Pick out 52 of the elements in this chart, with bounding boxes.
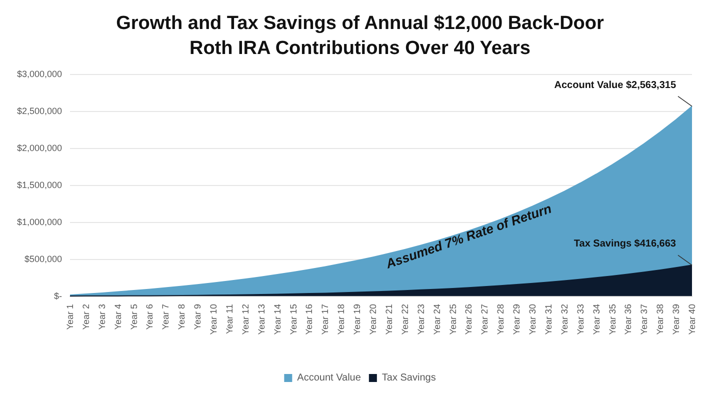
x-tick-label: Year 10 <box>208 304 219 335</box>
annotation: Account Value $2,563,315 <box>554 80 676 91</box>
x-tick-label: Year 22 <box>400 304 410 335</box>
x-tick-label: Year 20 <box>368 304 378 335</box>
y-tick-label: $- <box>54 291 62 301</box>
x-tick-label: Year 30 <box>528 304 538 335</box>
y-tick-label: $1,000,000 <box>16 217 62 227</box>
x-tick-label: Year 1 <box>65 304 75 330</box>
x-tick-label: Year 34 <box>591 304 602 335</box>
x-tick-label: Year 18 <box>336 304 346 335</box>
x-tick-label: Year 27 <box>480 304 490 335</box>
x-tick-label: Year 14 <box>272 304 282 335</box>
x-tick-label: Year 5 <box>128 304 139 330</box>
x-tick-label: Year 17 <box>320 304 330 335</box>
annotation: Tax Savings $416,663 <box>574 238 676 250</box>
x-tick-label: Year 31 <box>543 304 554 335</box>
x-tick-label: Year 12 <box>240 304 250 335</box>
y-tick-label: $1,500,000 <box>16 180 62 190</box>
legend-label: Account Value <box>297 372 362 384</box>
x-tick-label: Year 33 <box>575 304 586 335</box>
y-tick-label: $500,000 <box>24 254 62 264</box>
x-tick-label: Year 40 <box>687 304 697 335</box>
x-tick-label: Year 8 <box>176 304 187 330</box>
chart-title: Growth and Tax Savings of Annual $12,000 Back-Door Roth IRA Contributions Over 40 Years <box>116 13 604 59</box>
x-tick-label: Year 29 <box>512 304 522 335</box>
x-tick-label: Year 38 <box>655 304 666 335</box>
legend-label: Tax Savings <box>382 372 436 384</box>
x-tick-label: Year 3 <box>96 304 107 330</box>
x-tick-label: Year 23 <box>416 304 426 335</box>
x-tick-label: Year 25 <box>448 304 458 335</box>
x-tick-label: Year 15 <box>288 304 298 335</box>
x-tick-label: Year 32 <box>559 304 570 335</box>
x-tick-label: Year 39 <box>671 304 682 335</box>
x-tick-label: Year 7 <box>160 304 171 330</box>
x-tick-label: Year 9 <box>192 304 203 330</box>
x-tick-label: Year 16 <box>304 304 314 335</box>
x-tick-label: Year 2 <box>80 304 91 330</box>
x-tick-label: Year 13 <box>256 304 266 335</box>
x-tick-label: Year 37 <box>639 304 650 335</box>
x-tick-label: Year 6 <box>144 304 155 330</box>
x-tick-label: Year 19 <box>352 304 362 335</box>
y-tick-label: $2,000,000 <box>16 143 62 153</box>
x-tick-label: Year 4 <box>112 304 123 330</box>
x-tick-label: Year 11 <box>224 304 234 334</box>
x-tick-label: Year 26 <box>464 304 474 335</box>
x-tick-label: Year 24 <box>432 304 442 335</box>
x-tick-label: Year 35 <box>607 304 618 335</box>
y-tick-label: $2,500,000 <box>16 106 62 116</box>
x-tick-label: Year 36 <box>623 304 634 335</box>
y-tick-label: $3,000,000 <box>16 69 62 79</box>
x-tick-label: Year 21 <box>384 304 394 335</box>
x-tick-label: Year 28 <box>496 304 506 335</box>
